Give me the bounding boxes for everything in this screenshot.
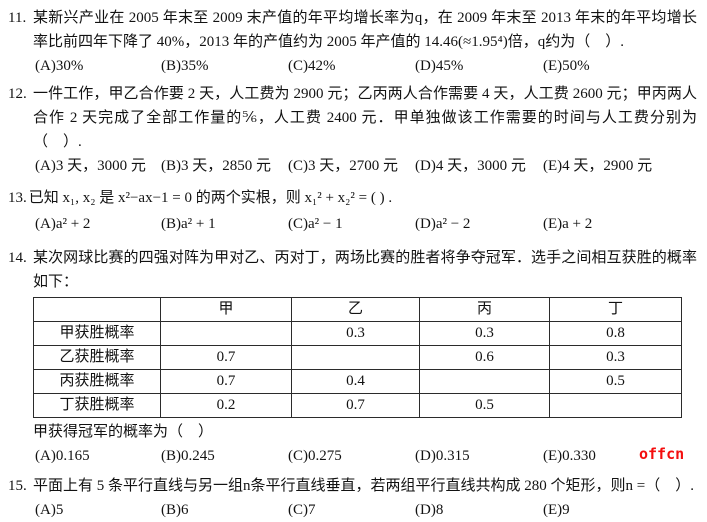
question-14-number: 14. (8, 250, 27, 266)
cell: 0.7 (160, 369, 292, 394)
question-11: 11. 某新兴产业在 2005 年末至 2009 末产值的年平均增长率为q，在 2… (8, 6, 697, 78)
option-11-b: (B)35% (161, 58, 209, 74)
question-11-options: (A)30% (B)35% (C)42% (D)45% (E)50% (33, 54, 697, 78)
question-13-options: (A)a² + 2 (B)a² + 1 (C)a² − 1 (D)a² − 2 … (33, 212, 697, 236)
question-14-text: 某次网球比赛的四强对阵为甲对乙、丙对丁，两场比赛的胜者将争夺冠军．选手之间相互获… (33, 250, 697, 290)
cell: 0.2 (160, 393, 292, 418)
option-14-e: (E)0.330 (543, 448, 596, 464)
cell: 0.3 (549, 345, 682, 370)
question-13-stem: 13. 已知 x₁, x₂ 是 x²−ax−1 = 0 的两个实根，则 x₁² +… (8, 186, 697, 210)
table-header-empty (33, 297, 161, 322)
table-header-row: 甲 乙 丙 丁 (33, 297, 682, 322)
option-14-d: (D)0.315 (415, 448, 470, 464)
question-13: 13. 已知 x₁, x₂ 是 x²−ax−1 = 0 的两个实根，则 x₁² +… (8, 186, 697, 236)
option-11-e: (E)50% (543, 58, 590, 74)
row-label: 乙获胜概率 (33, 345, 161, 370)
table-header-bing: 丙 (419, 297, 550, 322)
option-13-b: (B)a² + 1 (161, 216, 216, 232)
option-13-a: (A)a² + 2 (35, 216, 91, 232)
question-15-text: 平面上有 5 条平行直线与另一组n条平行直线垂直，若两组平行直线共构成 280 … (33, 478, 694, 494)
question-13-number: 13. (8, 190, 27, 206)
option-11-a: (A)30% (35, 58, 84, 74)
question-11-number: 11. (8, 10, 27, 26)
option-11-c: (C)42% (288, 58, 336, 74)
table-header-ding: 丁 (549, 297, 682, 322)
question-12-text: 一件工作，甲乙合作要 2 天，人工费为 2900 元；乙丙两人合作需要 4 天，… (33, 86, 697, 150)
question-14: 14. 某次网球比赛的四强对阵为甲对乙、丙对丁，两场比赛的胜者将争夺冠军．选手之间… (8, 246, 697, 468)
option-12-d: (D)4 天，3000 元 (415, 158, 526, 174)
cell: 0.5 (549, 369, 682, 394)
table-row: 乙获胜概率 0.7 0.6 0.3 (33, 345, 682, 370)
row-label: 丁获胜概率 (33, 393, 161, 418)
table-header-jia: 甲 (160, 297, 292, 322)
table-row: 丙获胜概率 0.7 0.4 0.5 (33, 369, 682, 394)
cell: 0.8 (549, 321, 682, 346)
option-14-b: (B)0.245 (161, 448, 215, 464)
option-15-e: (E)9 (543, 502, 570, 518)
cell: 0.7 (291, 393, 420, 418)
option-15-c: (C)7 (288, 502, 316, 518)
question-14-options: (A)0.165 (B)0.245 (C)0.275 (D)0.315 (E)0… (33, 444, 697, 468)
option-12-e: (E)4 天，2900 元 (543, 158, 653, 174)
question-14-stem: 14. 某次网球比赛的四强对阵为甲对乙、丙对丁，两场比赛的胜者将争夺冠军．选手之间… (8, 246, 697, 294)
cell (549, 393, 682, 418)
question-12-stem: 12. 一件工作，甲乙合作要 2 天，人工费为 2900 元；乙丙两人合作需要 4… (8, 82, 697, 154)
option-12-a: (A)3 天，3000 元 (35, 158, 146, 174)
cell (160, 321, 292, 346)
row-label: 甲获胜概率 (33, 321, 161, 346)
option-12-b: (B)3 天，2850 元 (161, 158, 271, 174)
offcn-watermark: offcn (639, 445, 685, 463)
cell: 0.3 (419, 321, 550, 346)
question-14-substem: 甲获得冠军的概率为（ ） (33, 424, 214, 440)
option-13-c: (C)a² − 1 (288, 216, 343, 232)
option-15-b: (B)6 (161, 502, 189, 518)
question-11-stem: 11. 某新兴产业在 2005 年末至 2009 末产值的年平均增长率为q，在 2… (8, 6, 697, 54)
option-14-a: (A)0.165 (35, 448, 90, 464)
cell: 0.5 (419, 393, 550, 418)
cell: 0.4 (291, 369, 420, 394)
question-12-options: (A)3 天，3000 元 (B)3 天，2850 元 (C)3 天，2700 … (33, 154, 697, 178)
question-13-text: 已知 x₁, x₂ 是 x²−ax−1 = 0 的两个实根，则 x₁² + x₂… (28, 190, 393, 206)
cell (291, 345, 420, 370)
option-15-d: (D)8 (415, 502, 444, 518)
table-row: 丁获胜概率 0.2 0.7 0.5 (33, 393, 682, 418)
question-12-number: 12. (8, 86, 27, 102)
table-row: 甲获胜概率 0.3 0.3 0.8 (33, 321, 682, 346)
question-15-number: 15. (8, 478, 27, 494)
cell (419, 369, 550, 394)
probability-table: 甲 乙 丙 丁 甲获胜概率 0.3 0.3 0.8 乙获胜概率 0.7 (33, 297, 682, 418)
question-12: 12. 一件工作，甲乙合作要 2 天，人工费为 2900 元；乙丙两人合作需要 4… (8, 82, 697, 178)
question-15: 15. 平面上有 5 条平行直线与另一组n条平行直线垂直，若两组平行直线共构成 2… (8, 474, 697, 522)
question-15-stem: 15. 平面上有 5 条平行直线与另一组n条平行直线垂直，若两组平行直线共构成 2… (8, 474, 697, 498)
option-14-c: (C)0.275 (288, 448, 342, 464)
row-label: 丙获胜概率 (33, 369, 161, 394)
option-12-c: (C)3 天，2700 元 (288, 158, 398, 174)
question-15-options: (A)5 (B)6 (C)7 (D)8 (E)9 (33, 498, 697, 522)
question-11-text: 某新兴产业在 2005 年末至 2009 末产值的年平均增长率为q，在 2009… (33, 10, 697, 50)
cell: 0.7 (160, 345, 292, 370)
option-13-d: (D)a² − 2 (415, 216, 471, 232)
table-header-yi: 乙 (291, 297, 420, 322)
cell: 0.6 (419, 345, 550, 370)
option-15-a: (A)5 (35, 502, 64, 518)
option-11-d: (D)45% (415, 58, 464, 74)
cell: 0.3 (291, 321, 420, 346)
option-13-e: (E)a + 2 (543, 216, 593, 232)
